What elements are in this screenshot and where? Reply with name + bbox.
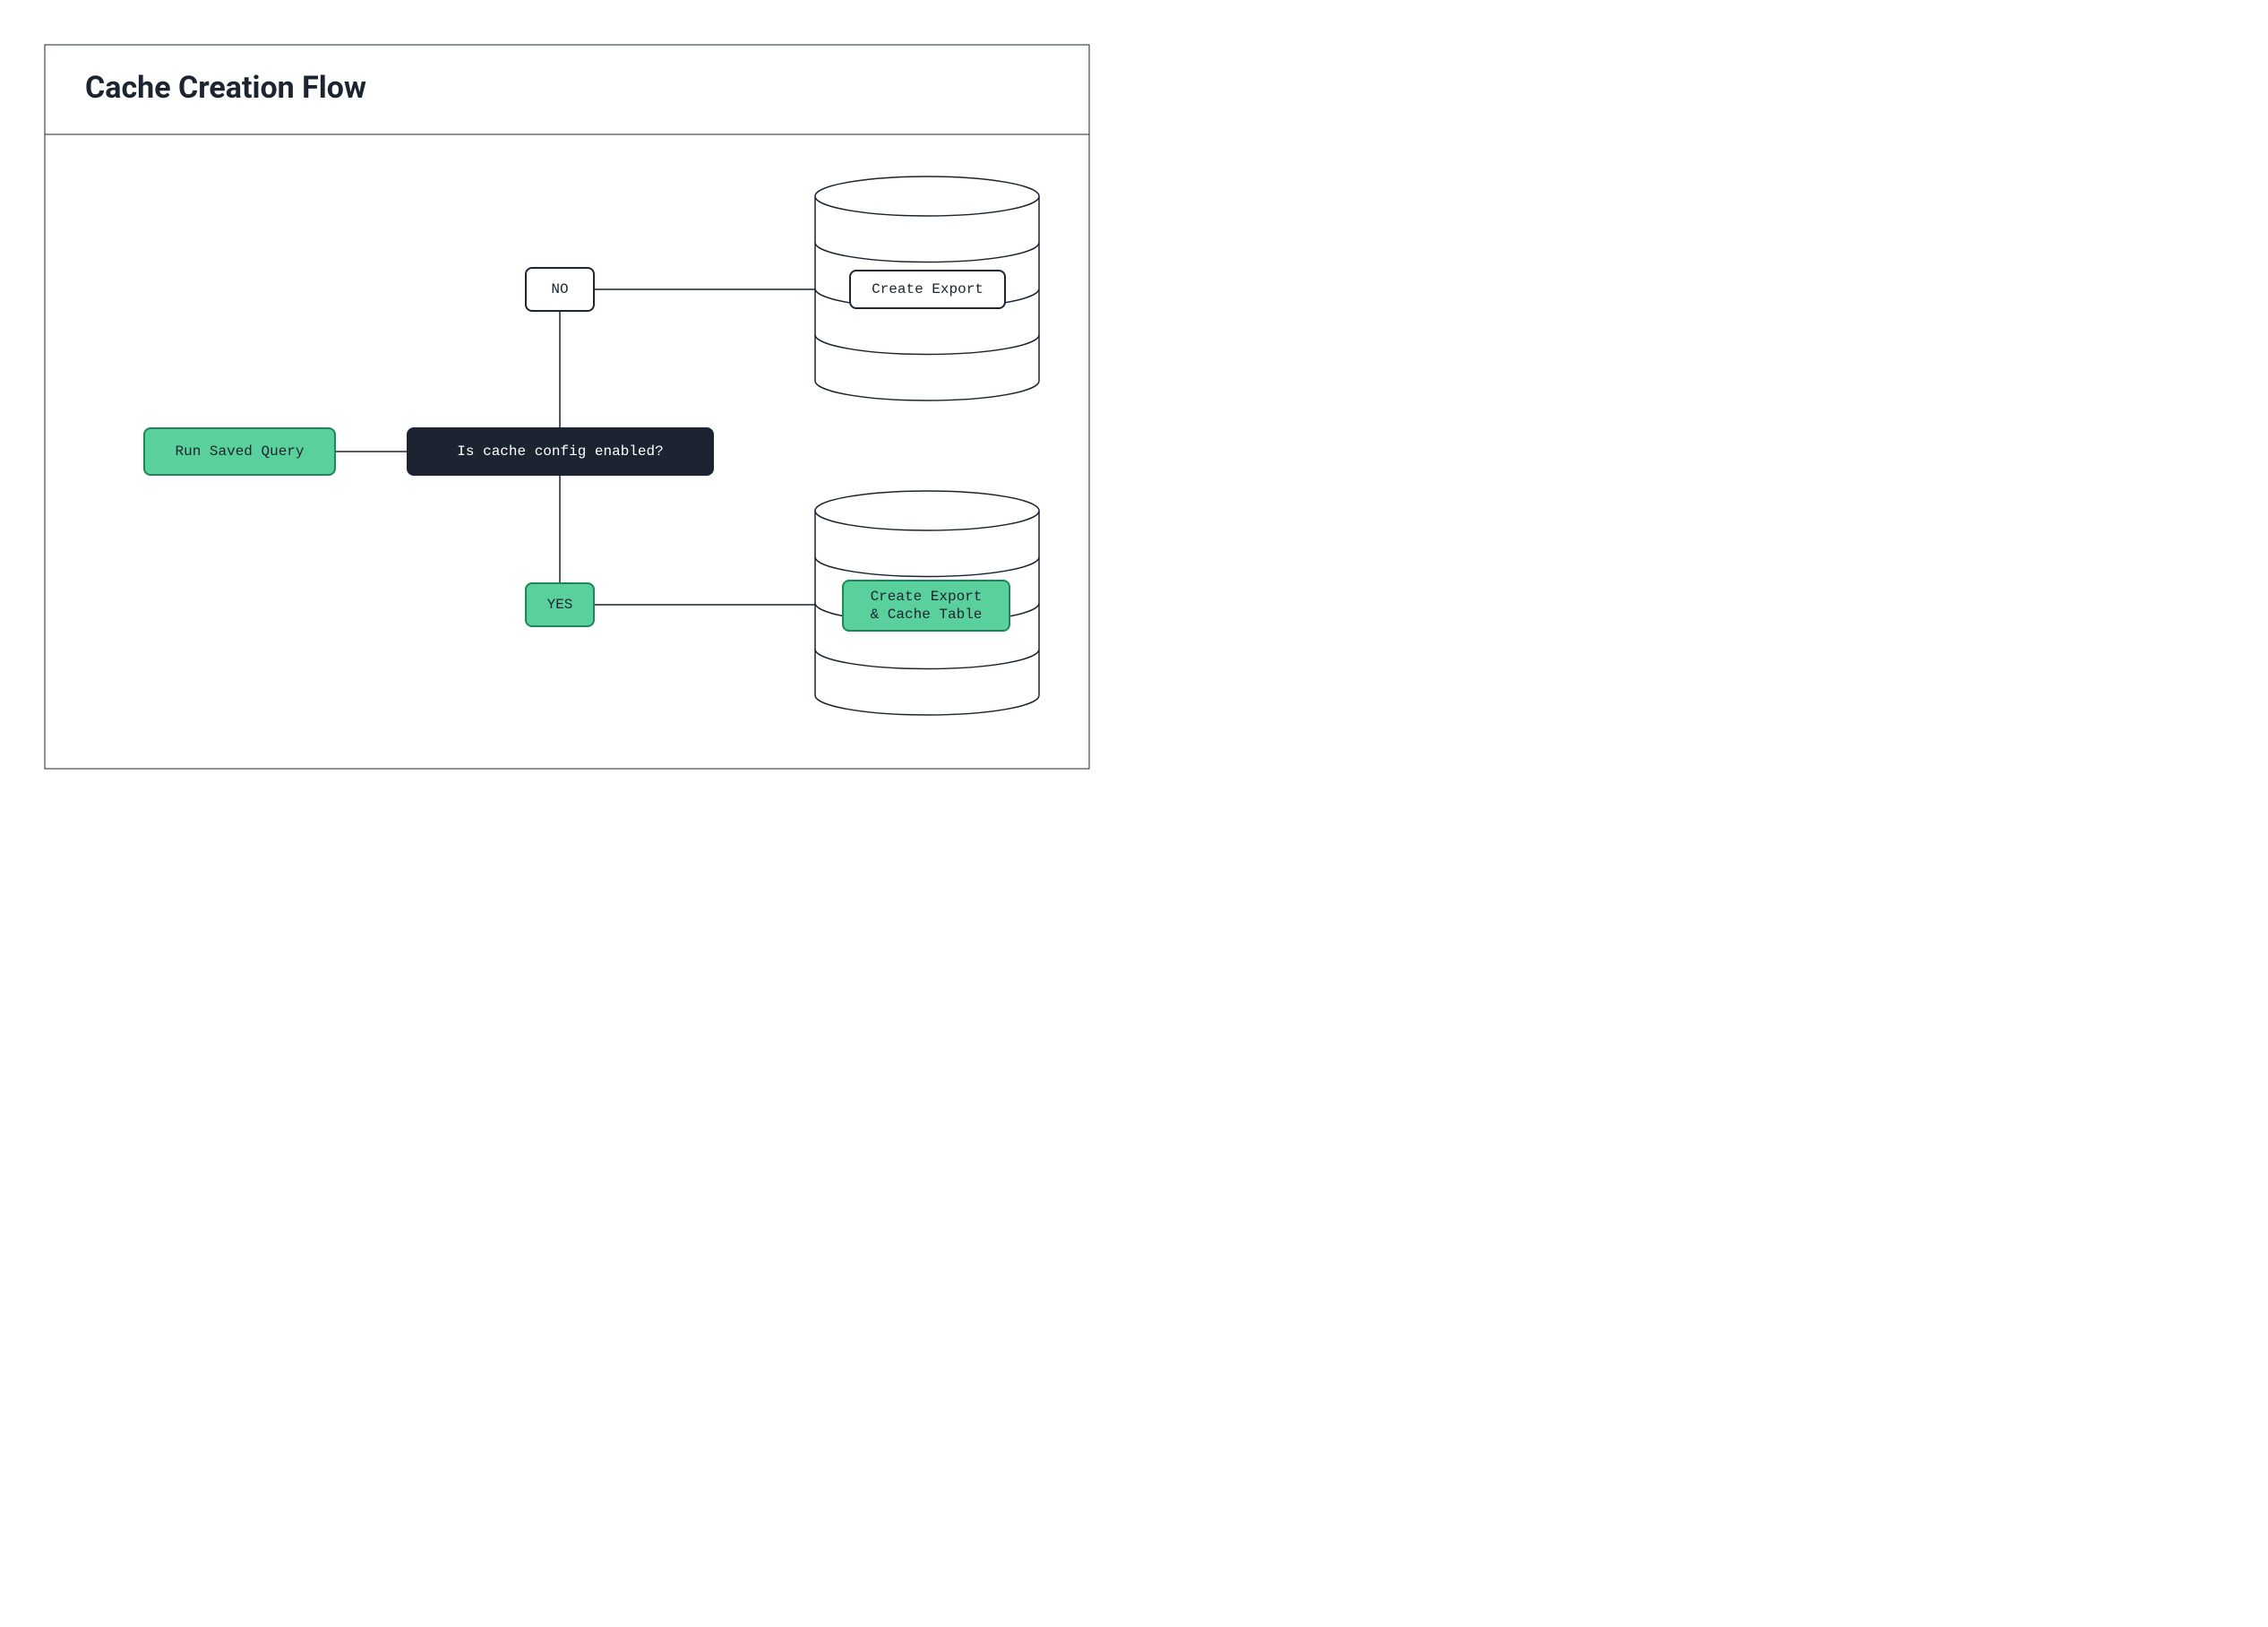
node-create_export: Create Export (849, 270, 1006, 309)
node-is_cache_enabled: Is cache config enabled? (407, 427, 714, 476)
diagram-title: Cache Creation Flow (85, 70, 366, 106)
node-create_export_cache: Create Export & Cache Table (842, 580, 1010, 632)
node-run_saved_query: Run Saved Query (143, 427, 336, 476)
outer-frame (45, 45, 1089, 769)
node-branch_yes: YES (525, 582, 595, 627)
svg-overlay (0, 0, 1134, 814)
diagram-canvas: Cache Creation Flow Run Saved Query Is cac… (0, 0, 1134, 814)
node-branch_no: NO (525, 267, 595, 312)
